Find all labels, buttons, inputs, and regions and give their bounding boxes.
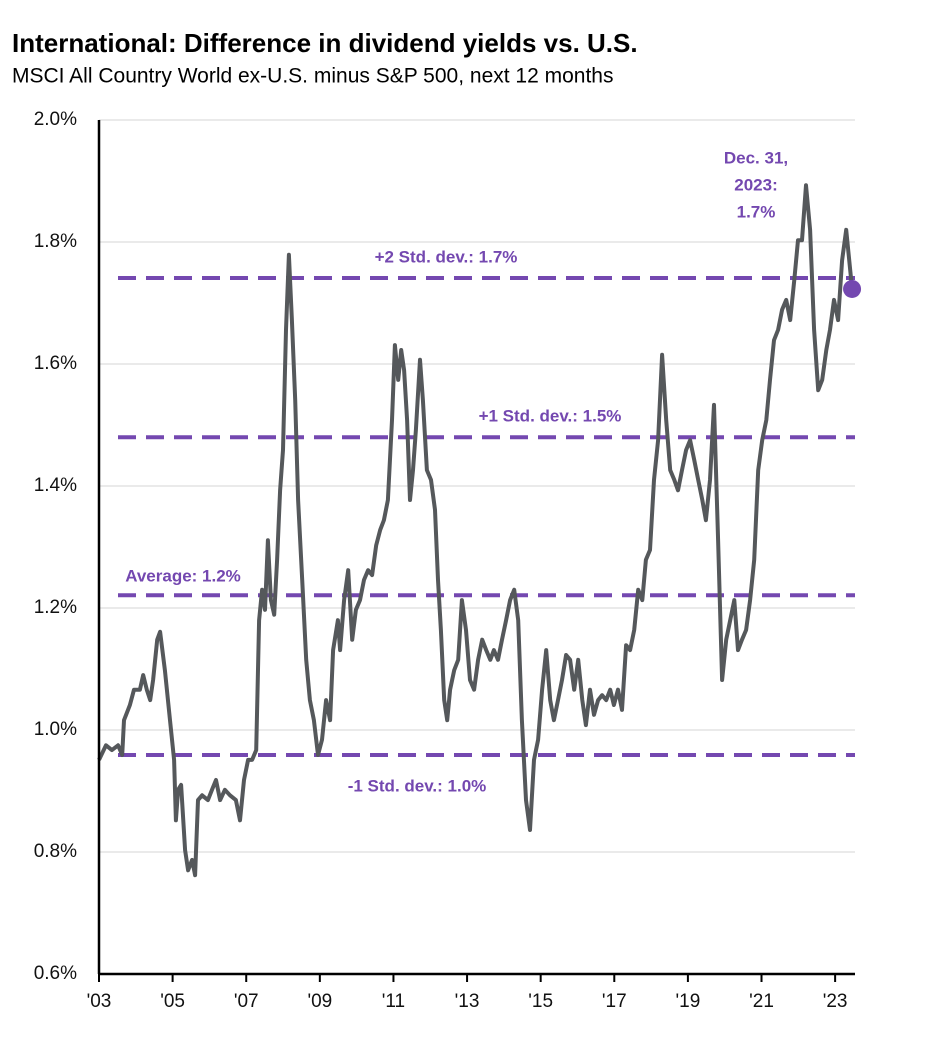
reference-label: +1 Std. dev.: 1.5% [479,407,622,426]
reference-label: -1 Std. dev.: 1.0% [348,776,487,795]
x-tick-label: '11 [382,991,405,1012]
y-tick-label: 1.0% [34,719,77,740]
x-tick-label: '23 [823,991,848,1012]
annotation: Dec. 31, [724,148,788,167]
annotation: 1.7% [737,202,776,221]
x-tick-label: '19 [676,991,701,1012]
y-tick-label: 2.0% [34,109,77,130]
last-point [843,279,862,298]
y-tick-label: 1.8% [34,231,77,252]
annotation: 2023: [734,175,777,194]
y-tick-label: 0.6% [34,963,77,984]
x-tick-label: '13 [455,991,480,1012]
x-tick-label: '17 [602,991,627,1012]
y-tick-label: 1.6% [34,353,77,374]
reference-label: Average: 1.2% [125,567,241,586]
reference-label: +2 Std. dev.: 1.7% [375,247,518,266]
y-tick-label: 1.2% [34,597,77,618]
x-tick-label: '05 [160,991,185,1012]
chart-title: International: Difference in dividend yi… [12,28,638,58]
data-line [97,183,855,878]
chart-subtitle: MSCI All Country World ex-U.S. minus S&P… [12,65,613,88]
y-tick-label: 1.4% [34,475,77,496]
x-tick-label: '15 [528,991,553,1012]
x-tick-label: '21 [749,991,774,1012]
x-tick-label: '09 [307,991,332,1012]
y-tick-label: 0.8% [34,841,77,862]
x-tick-label: '03 [87,991,112,1012]
x-tick-label: '07 [234,991,259,1012]
